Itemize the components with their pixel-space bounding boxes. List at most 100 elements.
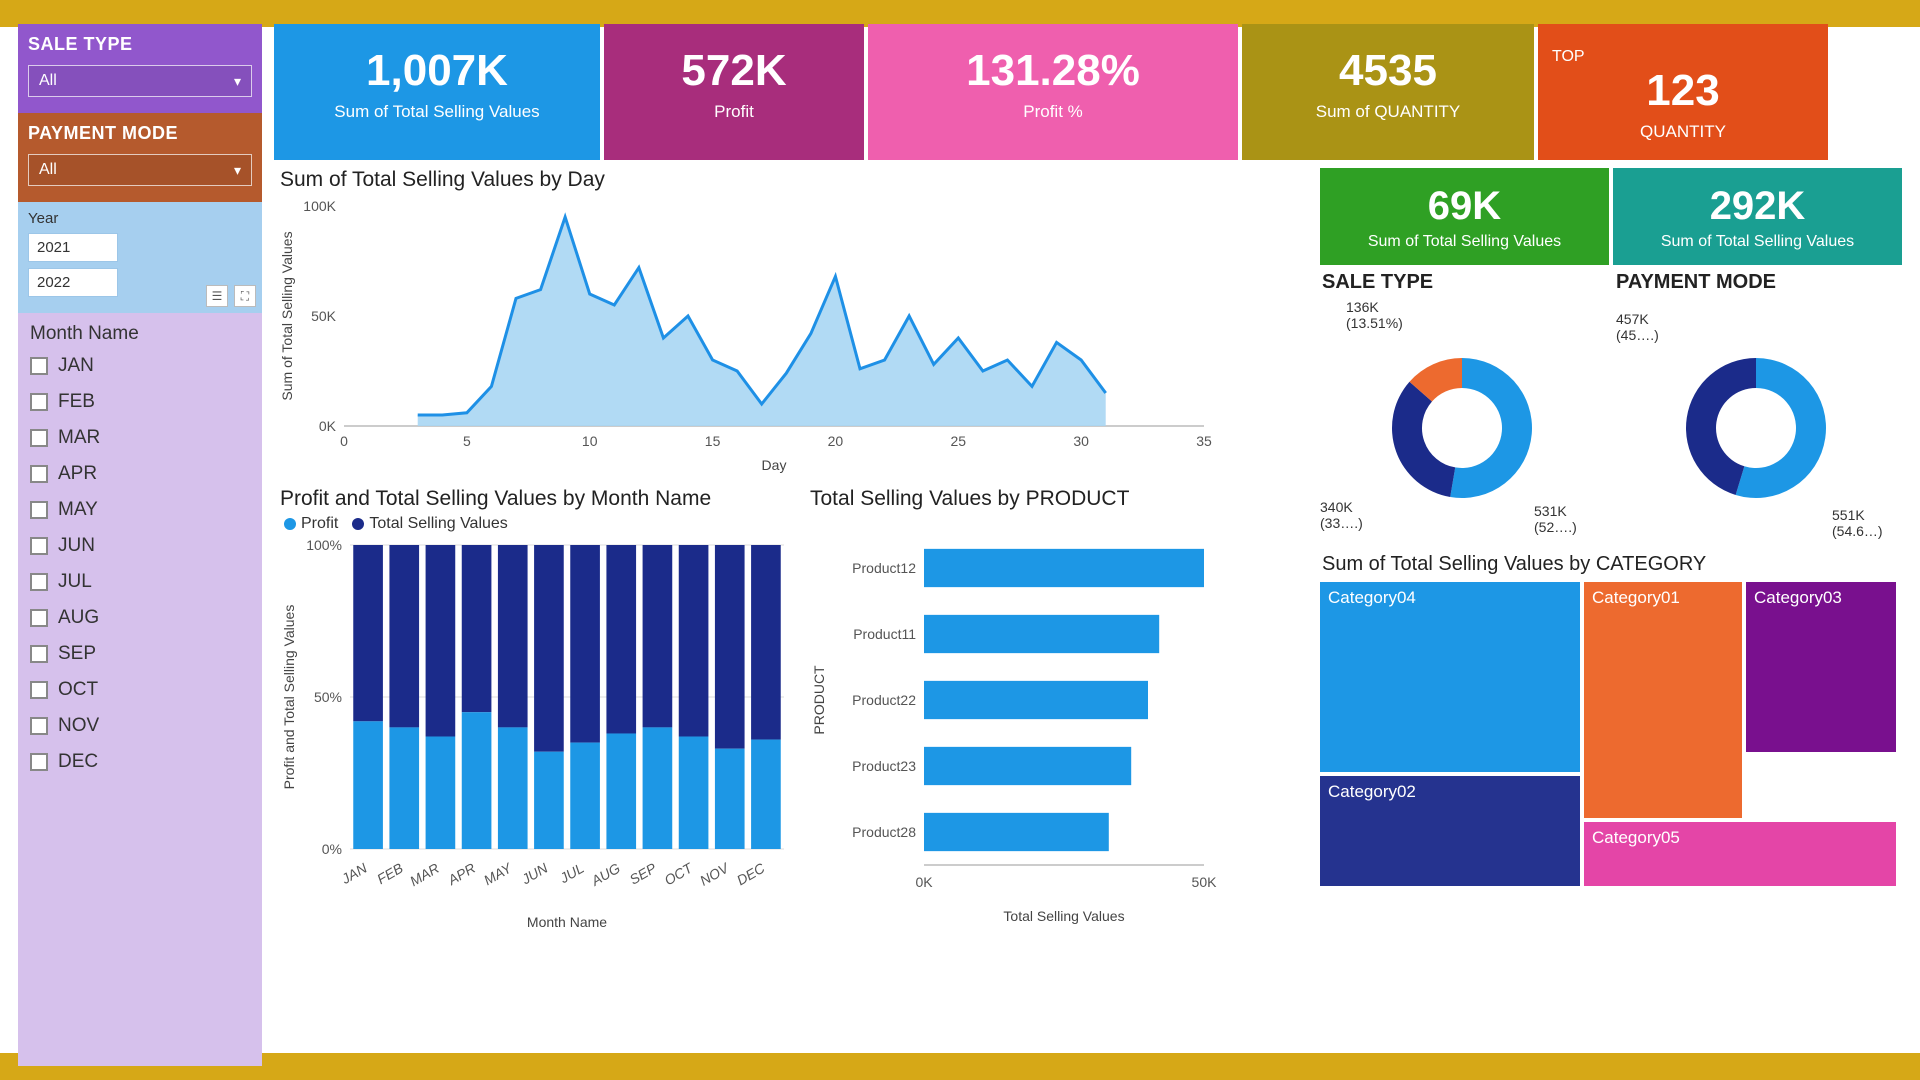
bar-chart-title: Total Selling Values by PRODUCT <box>810 487 1310 511</box>
svg-text:PRODUCT: PRODUCT <box>811 665 827 735</box>
kpi-value: 123 <box>1544 66 1822 116</box>
year-filter: Year 2021 2022 ☰ ⛶ <box>18 202 262 313</box>
month-item-sep[interactable]: SEP <box>30 643 250 665</box>
checkbox-icon <box>30 717 48 735</box>
treemap-tile-category05[interactable]: Category05 <box>1584 822 1896 886</box>
svg-text:30: 30 <box>1073 433 1089 449</box>
checkbox-icon <box>30 429 48 447</box>
payment-mode-value: All <box>39 161 57 179</box>
treemap-tile-category03[interactable]: Category03 <box>1746 582 1896 752</box>
kpi-small-1[interactable]: 292KSum of Total Selling Values <box>1613 168 1902 265</box>
month-item-aug[interactable]: AUG <box>30 607 250 629</box>
svg-text:Product22: Product22 <box>852 692 916 708</box>
kpi-card-3[interactable]: 4535Sum of QUANTITY <box>1242 24 1534 160</box>
stacked-chart[interactable]: Profit and Total Selling Values by Month… <box>274 487 794 940</box>
month-item-may[interactable]: MAY <box>30 499 250 521</box>
treemap-tile-category01[interactable]: Category01 <box>1584 582 1742 818</box>
svg-text:MAY: MAY <box>481 859 516 888</box>
kpi-small-label: Sum of Total Selling Values <box>1324 233 1605 251</box>
filter-icon[interactable]: ☰ <box>206 285 228 307</box>
kpi-card-1[interactable]: 572KProfit <box>604 24 864 160</box>
donut-sale-type[interactable]: SALE TYPE 531K(52….) 340K(33….) 136K(13.51… <box>1320 271 1608 543</box>
donut-slice-label: 457K(45….) <box>1616 311 1659 343</box>
treemap-tile-category02[interactable]: Category02 <box>1320 776 1580 886</box>
donut-payment-mode[interactable]: PAYMENT MODE 551K(54.6…)457K(45….) <box>1614 271 1902 543</box>
month-item-jun[interactable]: JUN <box>30 535 250 557</box>
svg-text:OCT: OCT <box>661 859 696 888</box>
svg-text:15: 15 <box>705 433 721 449</box>
month-item-feb[interactable]: FEB <box>30 391 250 413</box>
stacked-chart-title: Profit and Total Selling Values by Month… <box>280 487 794 511</box>
svg-text:MAR: MAR <box>407 860 442 889</box>
month-item-mar[interactable]: MAR <box>30 427 250 449</box>
svg-text:5: 5 <box>463 433 471 449</box>
year-button-2022[interactable]: 2022 <box>28 268 118 297</box>
month-item-apr[interactable]: APR <box>30 463 250 485</box>
kpi-small-label: Sum of Total Selling Values <box>1617 233 1898 251</box>
kpi-value: 4535 <box>1248 46 1528 96</box>
kpi-small-value: 69K <box>1324 184 1605 229</box>
kpi-small-0[interactable]: 69K Sum of Total Selling Values <box>1320 168 1609 265</box>
area-chart-title: Sum of Total Selling Values by Day <box>280 168 1310 192</box>
checkbox-icon <box>30 537 48 555</box>
month-item-jul[interactable]: JUL <box>30 571 250 593</box>
kpi-value: 572K <box>610 46 858 96</box>
checkbox-icon <box>30 501 48 519</box>
svg-text:FEB: FEB <box>374 860 406 887</box>
svg-text:AUG: AUG <box>588 860 623 890</box>
checkbox-icon <box>30 753 48 771</box>
svg-text:0%: 0% <box>322 841 342 857</box>
kpi-label: Sum of Total Selling Values <box>280 102 594 122</box>
month-item-jan[interactable]: JAN <box>30 355 250 377</box>
donut-slice-label: 551K(54.6…) <box>1832 507 1883 539</box>
month-item-nov[interactable]: NOV <box>30 715 250 737</box>
svg-text:100%: 100% <box>306 537 342 553</box>
svg-text:50K: 50K <box>1192 874 1218 890</box>
svg-text:10: 10 <box>582 433 598 449</box>
right-column: 69KSum of Total Selling Values292KSum of… <box>1320 168 1902 940</box>
svg-text:20: 20 <box>828 433 844 449</box>
donut-slice-label: 531K(52….) <box>1534 503 1577 535</box>
kpi-value: 1,007K <box>280 46 594 96</box>
left-charts: Sum of Total Selling Values by Day 0K50K… <box>274 168 1310 940</box>
svg-text:50K: 50K <box>311 308 337 324</box>
sale-type-title: SALE TYPE <box>28 34 252 55</box>
kpi-card-0[interactable]: 1,007K Sum of Total Selling Values <box>274 24 600 160</box>
checkbox-icon <box>30 357 48 375</box>
svg-text:Sum of Total Selling Values: Sum of Total Selling Values <box>279 231 295 400</box>
kpi-card-2[interactable]: 131.28%Profit % <box>868 24 1238 160</box>
kpi-value: 131.28% <box>874 46 1232 96</box>
treemap-card[interactable]: Sum of Total Selling Values by CATEGORY … <box>1320 549 1902 886</box>
svg-text:APR: APR <box>444 860 478 889</box>
svg-text:DEC: DEC <box>734 859 768 888</box>
sidebar: SALE TYPE All ▾ PAYMENT MODE All ▾ Year … <box>18 24 262 1066</box>
treemap-tile-category04[interactable]: Category04 <box>1320 582 1580 772</box>
bar-chart[interactable]: Total Selling Values by PRODUCT Product1… <box>804 487 1310 940</box>
svg-text:Product12: Product12 <box>852 560 916 576</box>
kpi-card-4[interactable]: TOP123QUANTITY <box>1538 24 1828 160</box>
payment-mode-dropdown[interactable]: All ▾ <box>28 154 252 186</box>
svg-text:25: 25 <box>950 433 966 449</box>
kpi-row: 1,007K Sum of Total Selling Values 572KPro… <box>274 24 1902 160</box>
checkbox-icon <box>30 573 48 591</box>
svg-text:100K: 100K <box>303 198 336 214</box>
donut-sale-title: SALE TYPE <box>1322 271 1608 294</box>
checkbox-icon <box>30 645 48 663</box>
donut-slice-label: 136K(13.51%) <box>1346 299 1403 331</box>
area-chart[interactable]: Sum of Total Selling Values by Day 0K50K… <box>274 168 1310 481</box>
sale-type-dropdown[interactable]: All ▾ <box>28 65 252 97</box>
svg-text:JUL: JUL <box>556 860 586 887</box>
svg-text:Profit and Total Selling Value: Profit and Total Selling Values <box>281 605 297 790</box>
focus-icon[interactable]: ⛶ <box>234 285 256 307</box>
year-label: Year <box>28 210 252 227</box>
year-button-2021[interactable]: 2021 <box>28 233 118 262</box>
kpi-top-label: TOP <box>1544 46 1822 66</box>
svg-text:50%: 50% <box>314 689 342 705</box>
month-item-dec[interactable]: DEC <box>30 751 250 773</box>
svg-text:JAN: JAN <box>338 859 371 887</box>
svg-text:Day: Day <box>762 457 787 473</box>
donut-slice-label: 340K(33….) <box>1320 499 1363 531</box>
checkbox-icon <box>30 393 48 411</box>
svg-text:JUN: JUN <box>518 859 551 887</box>
month-item-oct[interactable]: OCT <box>30 679 250 701</box>
